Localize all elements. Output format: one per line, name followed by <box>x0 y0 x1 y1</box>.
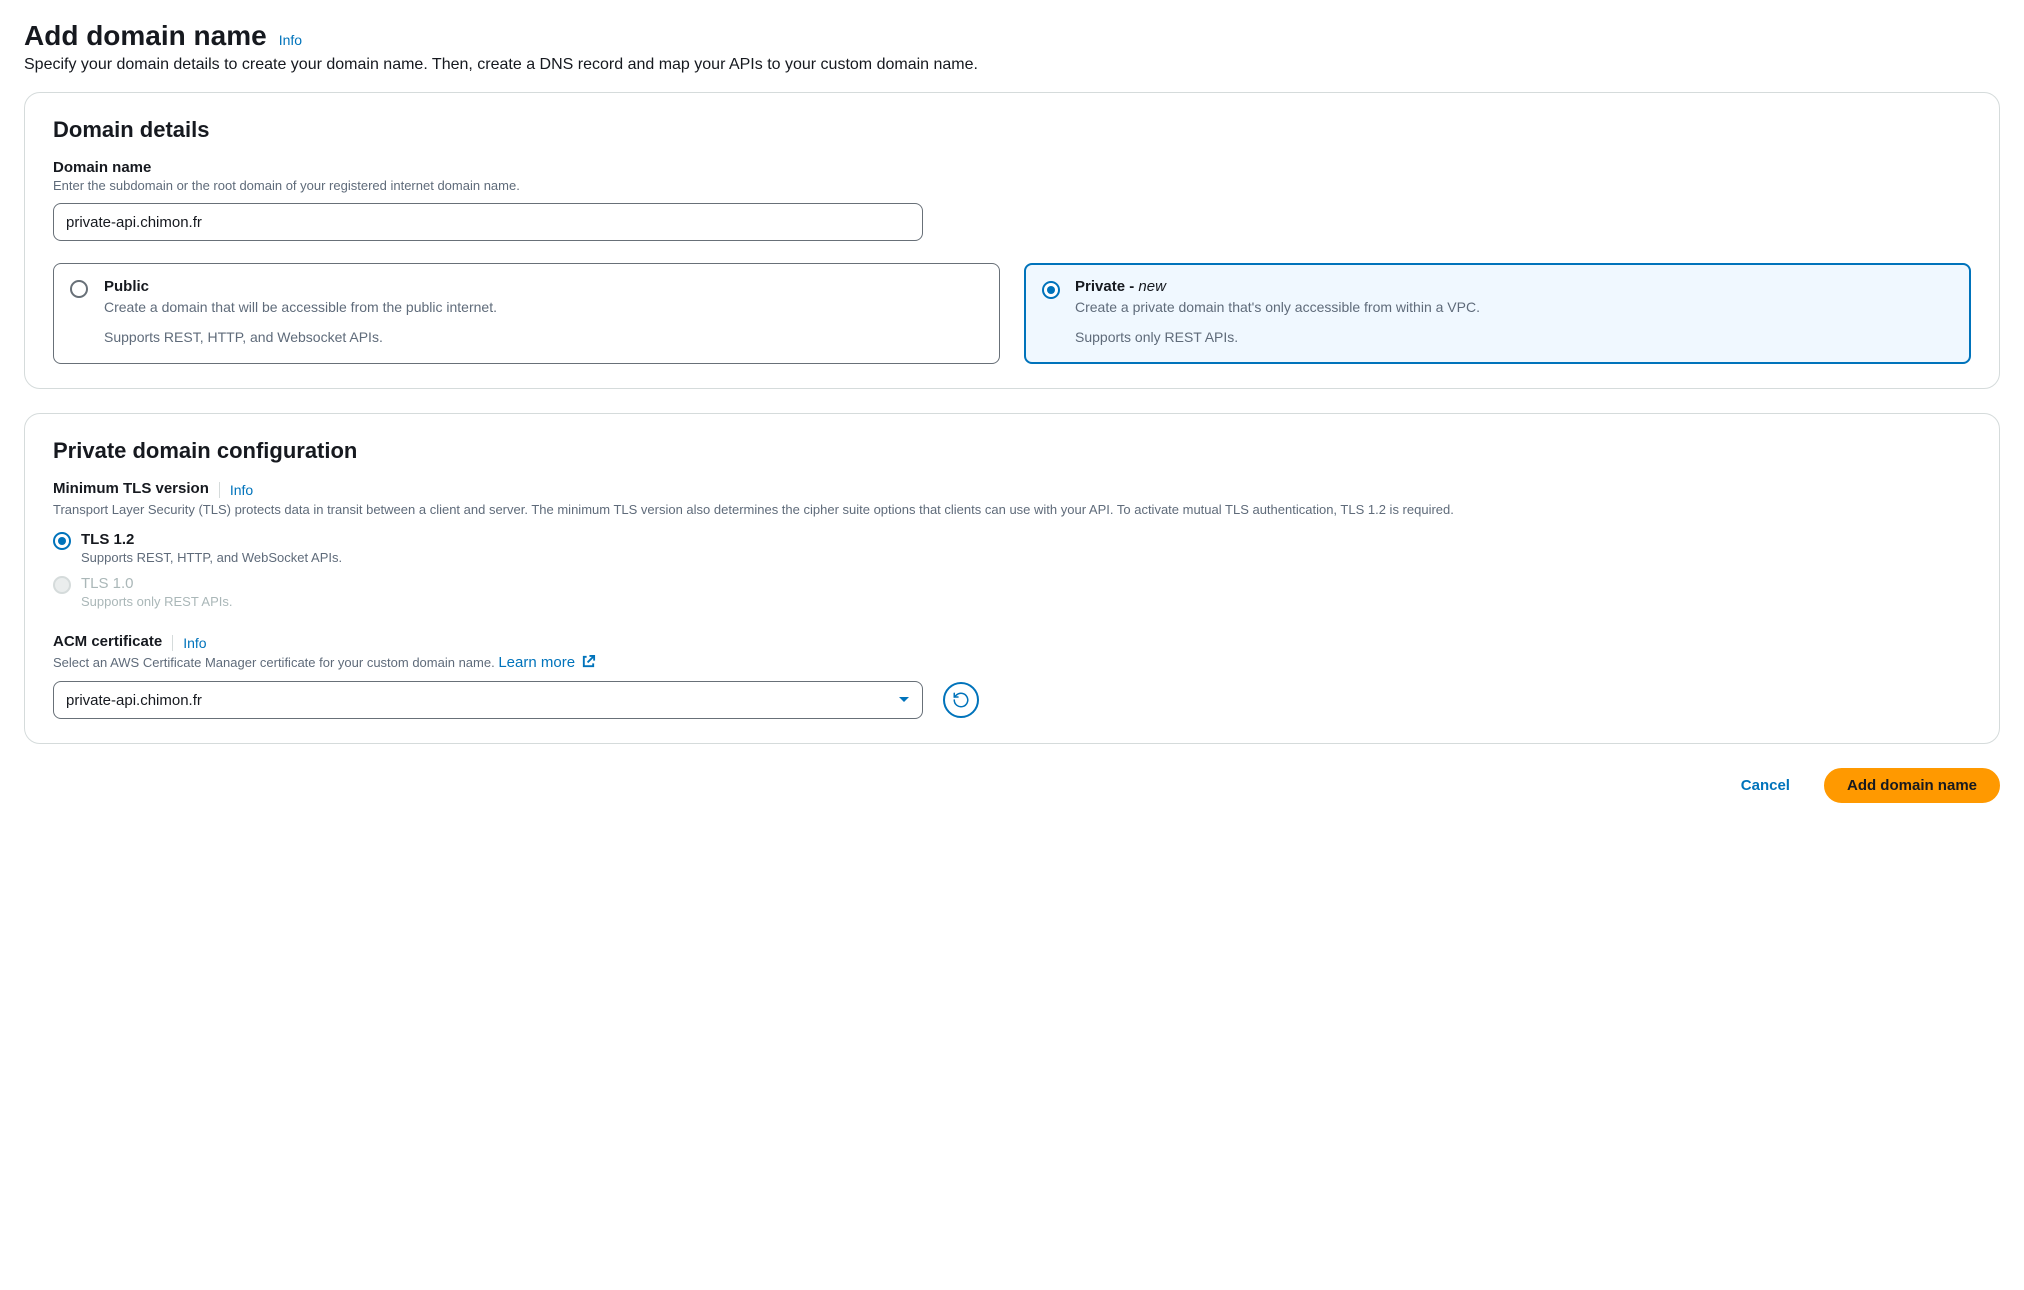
public-tile-title: Public <box>104 278 981 295</box>
info-link-tls[interactable]: Info <box>230 482 253 498</box>
tls-radio-group: TLS 1.2 Supports REST, HTTP, and WebSock… <box>53 531 1971 609</box>
domain-details-heading: Domain details <box>53 117 1971 143</box>
tls-label: Minimum TLS version <box>53 480 209 497</box>
page-subtitle: Specify your domain details to create yo… <box>24 56 2000 74</box>
private-config-heading: Private domain configuration <box>53 438 1971 464</box>
tls-12-sub: Supports REST, HTTP, and WebSocket APIs. <box>81 550 342 565</box>
private-tile[interactable]: Private - new Create a private domain th… <box>1024 263 1971 364</box>
public-tile-supports: Supports REST, HTTP, and Websocket APIs. <box>104 329 981 345</box>
domain-name-label: Domain name <box>53 159 1971 176</box>
page-title: Add domain name <box>24 20 267 52</box>
acm-selected-value: private-api.chimon.fr <box>66 692 202 709</box>
private-config-panel: Private domain configuration Minimum TLS… <box>24 413 2000 744</box>
tls-12-radio[interactable] <box>53 532 71 550</box>
refresh-button[interactable] <box>943 682 979 718</box>
tls-10-sub: Supports only REST APIs. <box>81 594 233 609</box>
add-domain-button[interactable]: Add domain name <box>1824 768 2000 803</box>
tls-12-label: TLS 1.2 <box>81 531 342 548</box>
tls-option-10: TLS 1.0 Supports only REST APIs. <box>53 575 1971 609</box>
public-radio[interactable] <box>70 280 88 298</box>
divider <box>172 635 173 651</box>
external-link-icon <box>581 654 596 669</box>
tls-option-12[interactable]: TLS 1.2 Supports REST, HTTP, and WebSock… <box>53 531 1971 565</box>
acm-certificate-select[interactable]: private-api.chimon.fr <box>53 681 923 719</box>
info-link-acm[interactable]: Info <box>183 635 206 651</box>
private-tile-title-text: Private <box>1075 278 1125 295</box>
tls-10-label: TLS 1.0 <box>81 575 233 592</box>
acm-learn-more-link[interactable]: Learn more <box>498 654 596 671</box>
acm-label: ACM certificate <box>53 633 162 650</box>
domain-name-input[interactable] <box>53 203 923 241</box>
footer-buttons: Cancel Add domain name <box>24 768 2000 803</box>
tls-10-radio <box>53 576 71 594</box>
private-radio[interactable] <box>1042 281 1060 299</box>
tls-hint: Transport Layer Security (TLS) protects … <box>53 501 1971 519</box>
public-tile-desc: Create a domain that will be accessible … <box>104 299 981 315</box>
private-new-badge: new <box>1138 278 1166 295</box>
cancel-button[interactable]: Cancel <box>1727 768 1804 803</box>
domain-details-panel: Domain details Domain name Enter the sub… <box>24 92 2000 389</box>
caret-down-icon <box>898 696 910 704</box>
info-link-header[interactable]: Info <box>279 32 302 48</box>
private-tile-title: Private - new <box>1075 278 1952 295</box>
divider <box>219 482 220 498</box>
public-tile[interactable]: Public Create a domain that will be acce… <box>53 263 1000 364</box>
acm-hint: Select an AWS Certificate Manager certif… <box>53 654 1971 671</box>
refresh-icon <box>952 691 970 709</box>
private-tile-desc: Create a private domain that's only acce… <box>1075 299 1952 315</box>
private-tile-supports: Supports only REST APIs. <box>1075 329 1952 345</box>
domain-name-hint: Enter the subdomain or the root domain o… <box>53 178 1971 193</box>
private-tile-sep: - <box>1125 278 1138 295</box>
acm-hint-text: Select an AWS Certificate Manager certif… <box>53 655 498 670</box>
